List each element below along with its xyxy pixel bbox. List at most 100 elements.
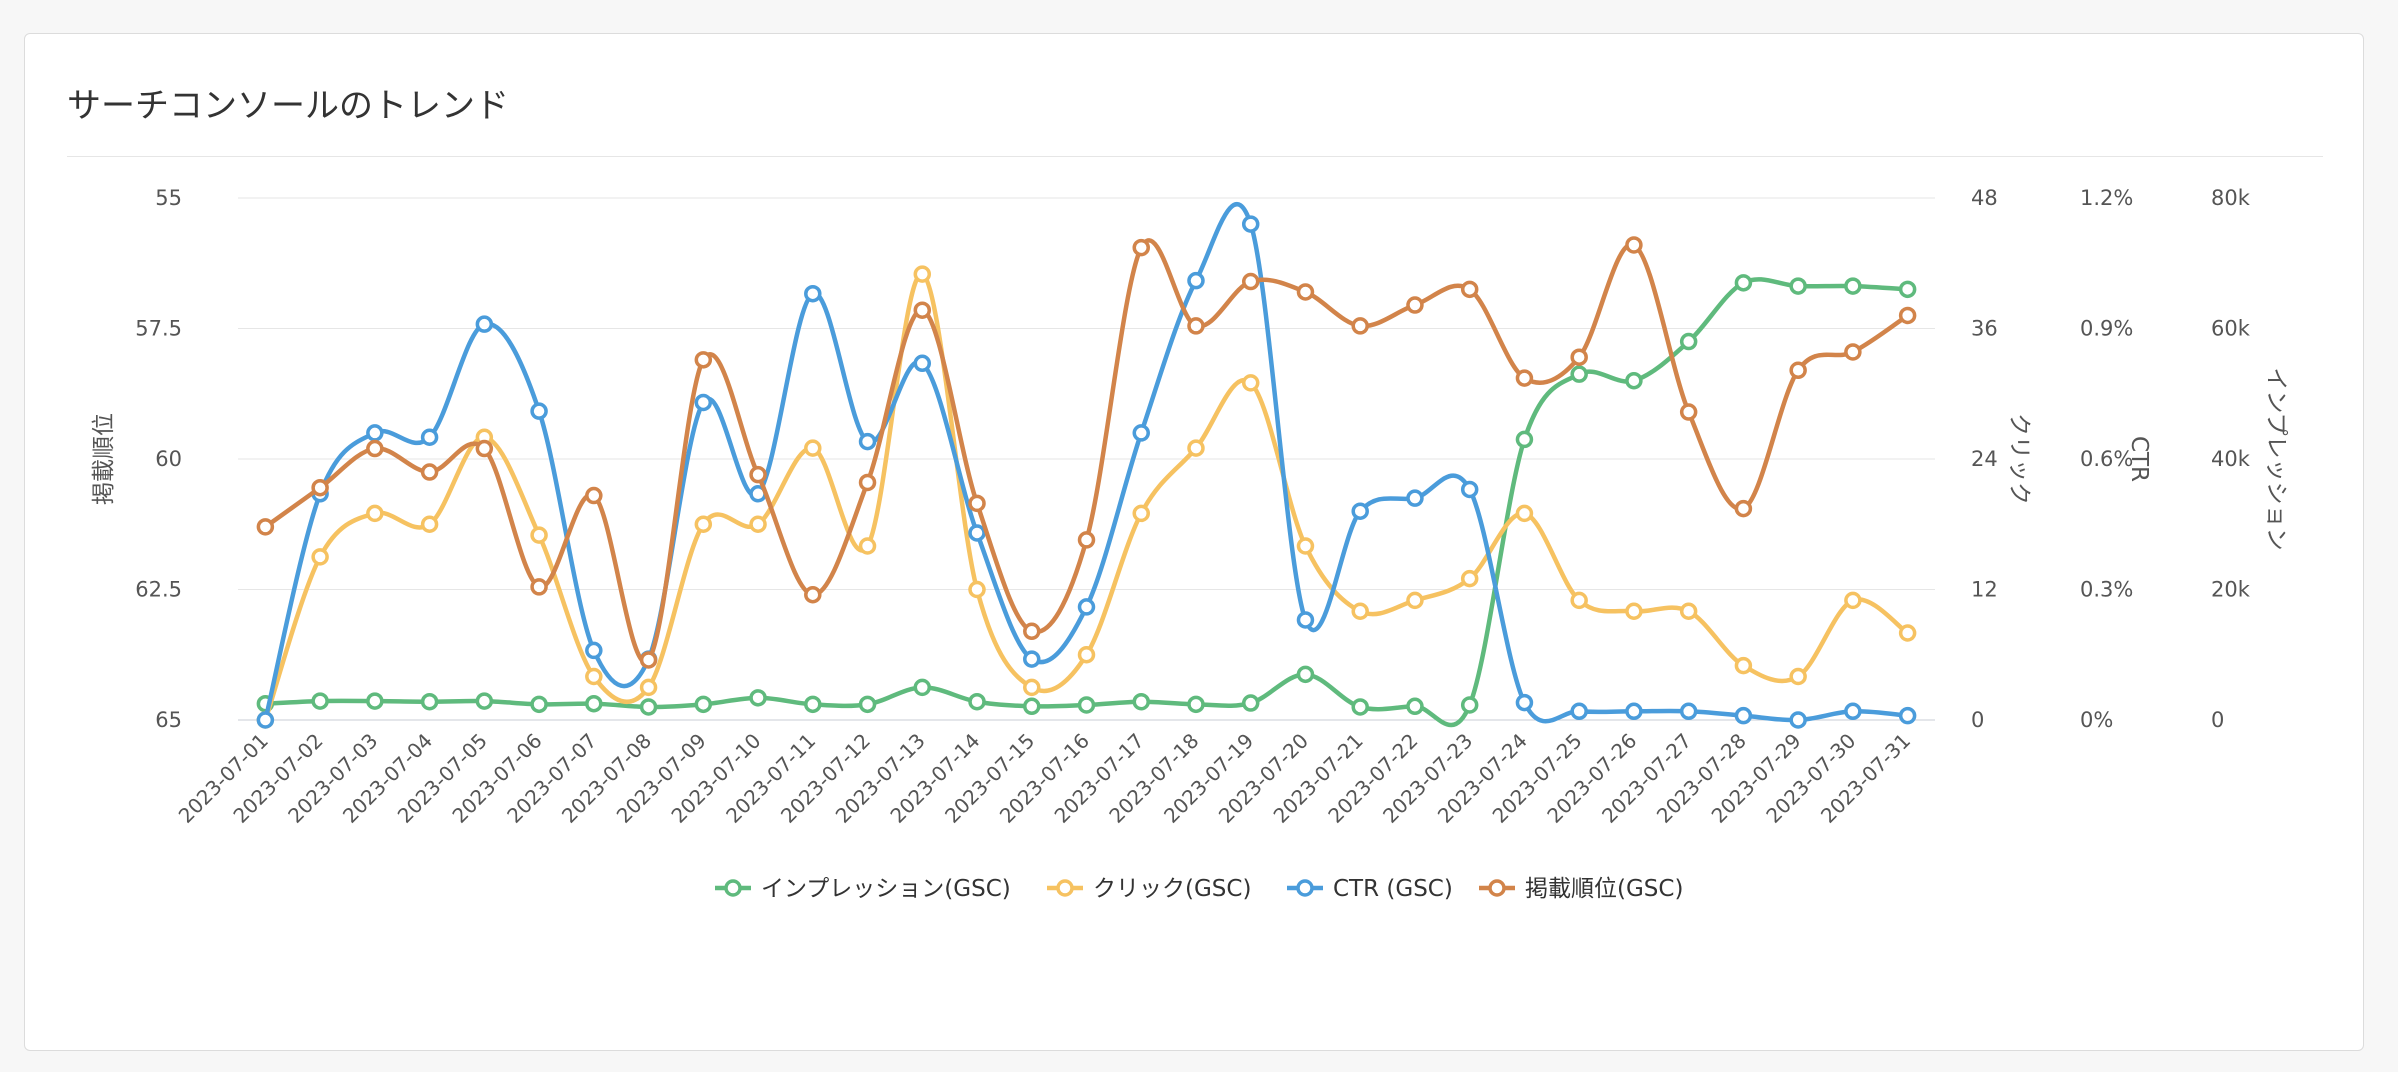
data-point	[639, 678, 658, 697]
data-point	[1625, 236, 1643, 254]
data-point	[1570, 591, 1588, 610]
data-point	[311, 478, 329, 497]
ctr-axis-tick: 1.2%	[2080, 186, 2133, 210]
ctr-axis-tick: 0.6%	[2080, 447, 2133, 471]
data-point	[1296, 283, 1315, 301]
data-point	[585, 667, 603, 686]
data-point	[1570, 365, 1588, 383]
data-point	[1187, 439, 1205, 457]
data-point	[913, 265, 932, 283]
data-point	[1406, 489, 1424, 507]
data-point	[420, 515, 439, 533]
data-point	[366, 504, 384, 523]
data-point	[1132, 238, 1150, 257]
data-point	[1679, 702, 1698, 721]
left-axis-tick: 55	[155, 186, 182, 210]
data-point	[1515, 504, 1534, 523]
ctr-axis-tick: 0.3%	[2080, 578, 2133, 602]
ctr-axis-tick: 0%	[2080, 708, 2113, 732]
data-point	[1351, 317, 1369, 335]
data-point	[1351, 602, 1369, 620]
data-point	[1898, 280, 1917, 299]
clicks-axis-tick: 24	[1971, 447, 1998, 471]
data-point	[1625, 702, 1643, 721]
data-point	[1077, 531, 1096, 549]
data-point	[1077, 696, 1096, 714]
data-point	[1460, 480, 1479, 499]
data-point	[256, 518, 275, 536]
legend-label: CTR (GSC)	[1333, 876, 1453, 902]
data-point	[1734, 656, 1753, 675]
data-point	[1296, 665, 1315, 684]
clicks-axis-tick: 0	[1971, 708, 1984, 732]
data-point	[913, 301, 932, 319]
clicks-axis-tick: 48	[1971, 186, 1998, 210]
data-point	[804, 695, 822, 714]
data-point	[1679, 403, 1698, 421]
title-divider	[67, 156, 2323, 157]
data-point	[1023, 697, 1041, 716]
left-axis-title: 掲載順位	[91, 413, 117, 505]
impressions-axis-tick: 60k	[2211, 317, 2251, 341]
data-point	[1734, 274, 1753, 292]
data-point	[530, 402, 548, 420]
data-point	[530, 526, 548, 544]
left-axis-tick: 57.5	[135, 317, 182, 341]
data-point	[858, 695, 877, 714]
data-point	[694, 695, 713, 714]
data-point	[475, 315, 494, 333]
data-point	[1460, 280, 1479, 299]
impressions-axis-tick: 80k	[2211, 186, 2251, 210]
legend-marker	[1488, 879, 1506, 897]
data-point	[1351, 502, 1369, 520]
legend-label: クリック(GSC)	[1093, 876, 1251, 902]
data-point	[1241, 374, 1260, 392]
data-point	[1241, 272, 1260, 291]
data-point	[366, 424, 384, 442]
data-point	[968, 580, 986, 599]
data-point	[1789, 361, 1807, 380]
data-point	[913, 678, 932, 697]
data-point	[311, 692, 329, 710]
data-point	[585, 486, 603, 505]
data-point	[749, 689, 767, 707]
data-point	[1570, 348, 1588, 366]
data-point	[420, 463, 439, 481]
data-point	[1570, 702, 1588, 721]
data-point	[694, 515, 713, 533]
data-point	[1023, 650, 1041, 668]
data-point	[694, 351, 713, 369]
data-point	[1625, 602, 1643, 620]
data-point	[1898, 706, 1917, 725]
data-point	[1132, 692, 1150, 711]
data-point	[1515, 693, 1534, 712]
data-point	[311, 548, 329, 566]
data-point	[858, 432, 877, 451]
data-point	[1296, 537, 1315, 555]
data-point	[1187, 317, 1205, 335]
chart-card: サーチコンソールのトレンド 55 57.5 60 62.5 65 48 36 24 12 0 1.2…	[24, 33, 2364, 1051]
data-point	[1515, 430, 1534, 449]
data-point	[804, 284, 822, 303]
data-point	[1187, 271, 1205, 290]
card-title: サーチコンソールのトレンド	[67, 86, 509, 126]
data-point	[804, 585, 822, 604]
series-line-3	[263, 202, 1908, 724]
data-point	[1898, 624, 1917, 642]
data-point	[749, 465, 767, 484]
data-point	[585, 641, 603, 660]
ctr-axis-tick: 0.9%	[2080, 317, 2133, 341]
data-point	[1789, 667, 1807, 686]
impressions-axis-title: インプレッション	[2263, 367, 2289, 550]
data-point	[475, 439, 494, 458]
data-point	[1679, 332, 1698, 351]
data-point	[1296, 611, 1315, 629]
legend-label: インプレッション(GSC)	[761, 876, 1011, 902]
data-point	[804, 439, 822, 457]
clicks-axis-tick: 36	[1971, 317, 1998, 341]
impressions-axis-tick: 40k	[2211, 447, 2251, 471]
data-point	[1515, 369, 1534, 387]
data-point	[1679, 602, 1698, 620]
data-point	[694, 393, 713, 412]
data-point	[1077, 646, 1096, 664]
